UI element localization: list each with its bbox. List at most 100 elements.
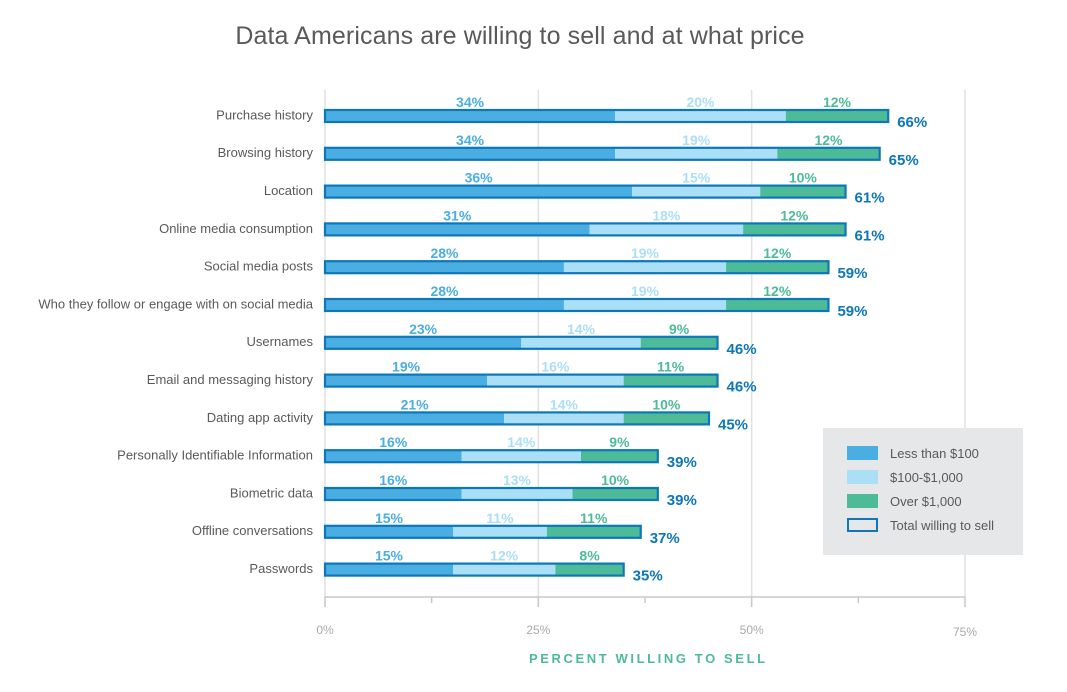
segment-label-high: 8%: [579, 548, 600, 564]
legend-item-high: Over $1,000: [847, 493, 962, 509]
total-outline: [323, 562, 625, 577]
bar-segment-low: [325, 110, 616, 122]
legend-item-total: Total willing to sell: [847, 517, 994, 533]
total-label: 61%: [855, 190, 885, 207]
segment-label-low: 28%: [430, 245, 459, 261]
segment-label-low: 31%: [443, 207, 472, 223]
segment-label-low: 36%: [465, 170, 494, 186]
bar-segment-mid: [453, 525, 547, 538]
segment-label-mid: 14%: [507, 434, 536, 450]
total-outline: [323, 184, 847, 199]
bar-segment-low: [325, 185, 633, 198]
total-outline: [323, 449, 659, 464]
x-tick-label: 50%: [740, 623, 764, 637]
bar-segment-mid: [461, 450, 581, 463]
bar-segment-low: [325, 488, 462, 500]
category-label: Purchase history: [216, 107, 313, 122]
segment-label-high: 12%: [814, 132, 843, 148]
segment-label-high: 10%: [601, 472, 630, 488]
segment-label-mid: 19%: [631, 283, 660, 299]
bar-segment-high: [760, 185, 846, 198]
bar-segment-mid: [589, 223, 744, 236]
total-outline: [323, 297, 830, 313]
bar-segment-low: [325, 412, 505, 425]
total-label: 61%: [855, 227, 885, 244]
x-tick-label: 75%: [953, 625, 977, 639]
legend-label-low: Less than $100: [890, 445, 979, 461]
bar-segment-mid: [504, 412, 624, 425]
bar-segment-high: [743, 223, 846, 236]
legend-label-mid: $100-$1,000: [890, 469, 964, 485]
bar-segment-mid: [461, 488, 573, 500]
bar-segment-high: [726, 261, 829, 274]
category-label: Online media consumption: [159, 221, 313, 236]
segment-label-low: 34%: [456, 94, 485, 110]
segment-label-mid: 19%: [682, 132, 711, 148]
category-label: Passwords: [249, 561, 313, 576]
total-label: 59%: [837, 303, 867, 320]
segment-label-low: 34%: [456, 132, 485, 148]
category-label: Email and messaging history: [147, 372, 314, 387]
bar-segment-high: [726, 299, 829, 311]
bar-segment-high: [581, 450, 658, 463]
bar-segment-low: [325, 450, 462, 463]
bar-segment-mid: [615, 110, 786, 122]
legend-swatch-low: [847, 446, 878, 460]
segment-label-high: 9%: [609, 434, 630, 450]
category-label: Who they follow or engage with on social…: [38, 296, 313, 311]
segment-label-high: 10%: [652, 396, 681, 412]
bar-segment-low: [325, 223, 590, 236]
total-label: 37%: [650, 530, 680, 547]
bar-segment-mid: [632, 185, 761, 198]
total-label: 45%: [718, 416, 748, 433]
legend-label-high: Over $1,000: [890, 493, 962, 509]
total-label: 35%: [633, 568, 663, 585]
bar-segment-high: [546, 525, 641, 538]
total-label: 39%: [667, 492, 697, 509]
category-label: Offline conversations: [192, 523, 314, 538]
bar-segment-high: [777, 147, 880, 160]
segment-label-mid: 13%: [503, 472, 532, 488]
bars: [323, 108, 890, 577]
category-label: Personally Identifiable Information: [117, 448, 313, 463]
segment-label-high: 12%: [780, 207, 809, 223]
total-label: 46%: [727, 341, 757, 358]
category-label: Dating app activity: [207, 410, 314, 425]
total-label: 65%: [889, 152, 919, 169]
segment-label-mid: 11%: [486, 510, 514, 526]
segment-label-mid: 20%: [686, 94, 715, 110]
bar-segment-low: [325, 261, 564, 274]
segment-label-low: 16%: [379, 472, 408, 488]
legend-swatch-high: [847, 494, 878, 508]
category-label: Location: [264, 183, 313, 198]
total-outline: [323, 373, 719, 388]
labels: Purchase history 34% 20% 12% 66% Browsing his…: [38, 94, 927, 585]
legend-swatch-mid: [847, 470, 878, 484]
total-outline: [323, 222, 847, 237]
bar-segment-high: [640, 336, 718, 349]
bar-segment-high: [785, 110, 889, 122]
segment-label-mid: 14%: [550, 396, 579, 412]
total-label: 59%: [837, 265, 867, 282]
bar-segment-low: [325, 336, 522, 349]
segment-label-mid: 14%: [567, 321, 596, 337]
segment-label-mid: 12%: [490, 548, 519, 564]
category-label: Usernames: [247, 334, 314, 349]
category-label: Biometric data: [230, 485, 314, 500]
total-label: 66%: [897, 114, 927, 131]
bar-segment-low: [325, 563, 453, 576]
x-tick-label: 25%: [526, 623, 550, 637]
segment-label-low: 15%: [375, 548, 404, 564]
bar-segment-mid: [563, 261, 727, 274]
legend: Less than $100 $100-$1,000 Over $1,000 T…: [823, 428, 1023, 555]
segment-label-high: 9%: [669, 321, 690, 337]
segment-label-low: 15%: [375, 510, 404, 526]
segment-label-low: 21%: [401, 396, 430, 412]
segment-label-mid: 18%: [652, 207, 681, 223]
segment-label-mid: 16%: [541, 359, 570, 375]
bar-segment-low: [325, 374, 488, 387]
bar-segment-mid: [563, 299, 727, 311]
segment-label-high: 11%: [657, 359, 685, 375]
total-outline: [323, 411, 711, 426]
